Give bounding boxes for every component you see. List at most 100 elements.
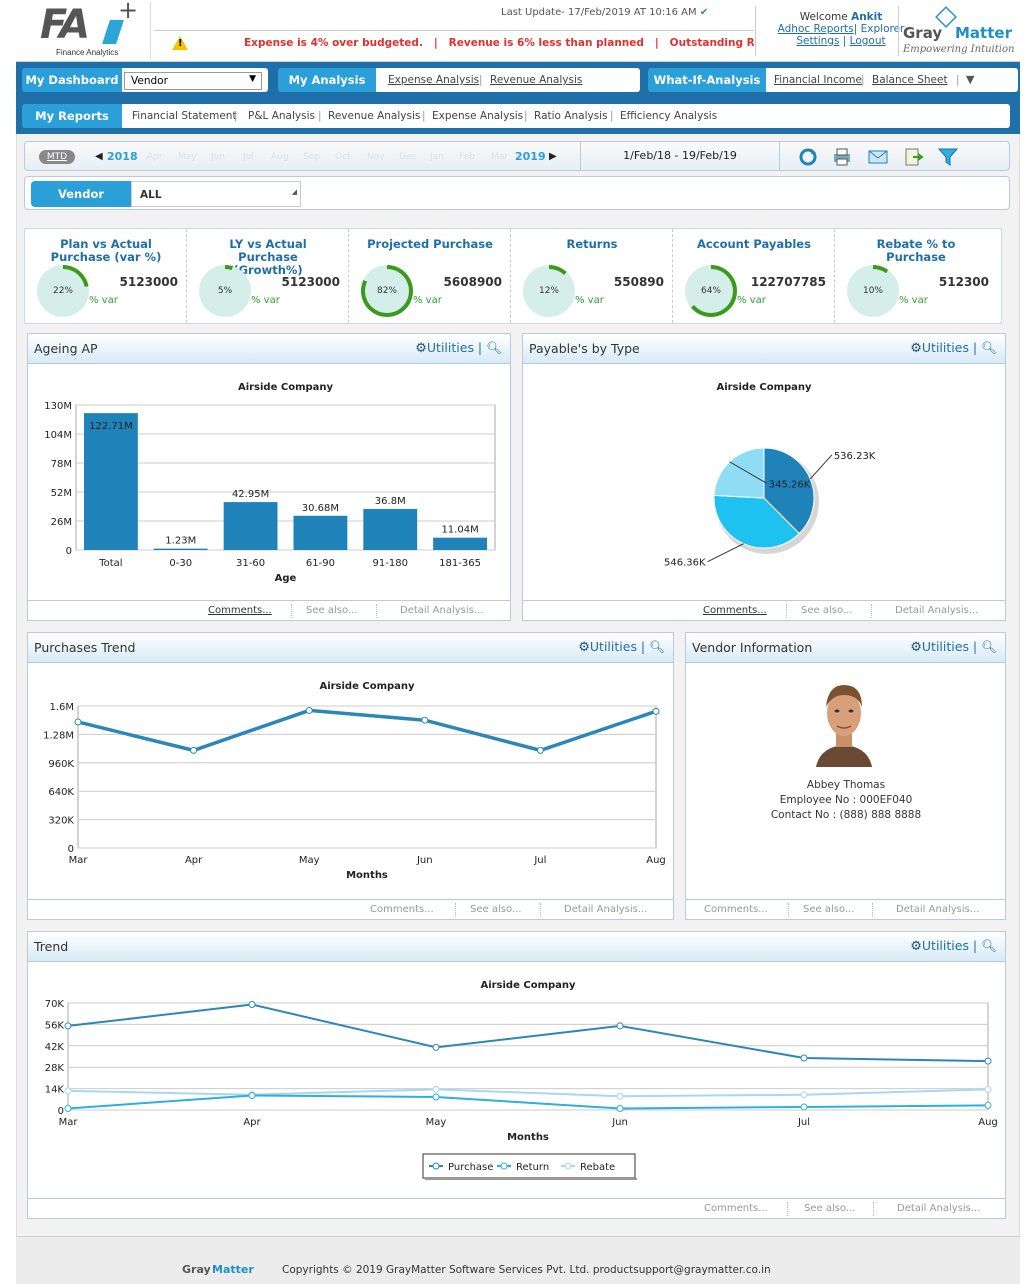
legend-marker <box>500 1162 508 1170</box>
kpi-percent: 10% <box>851 269 895 313</box>
comments-link[interactable]: Comments... <box>208 605 272 616</box>
my-analysis-button[interactable]: My Analysis <box>278 68 376 92</box>
utilities-button[interactable]: ⚙Utilities | 🔍︎ <box>578 639 665 655</box>
kpi-card[interactable]: Projected Purchase 82% 5608900% var <box>349 229 511 323</box>
month-feb[interactable]: Feb <box>459 152 475 162</box>
month-jan[interactable]: Jan <box>430 152 444 162</box>
utilities-button[interactable]: ⚙Utilities | 🔍︎ <box>910 938 997 954</box>
detail-analysis-link[interactable]: Detail Analysis... <box>897 1203 981 1214</box>
what-if-analysis-button[interactable]: What-If-Analysis <box>648 68 766 92</box>
next-year-icon[interactable]: ▶ <box>549 151 557 162</box>
financial-statement-link[interactable]: Financial Statement <box>132 110 237 122</box>
month-dec[interactable]: Dec <box>399 152 417 162</box>
alert-text: Expense is 4% over budgeted. | Revenue i… <box>244 37 754 49</box>
revenue-analysis-link[interactable]: Revenue Analysis <box>490 74 583 86</box>
fa-logo: FA + Finance Analytics <box>36 0 151 60</box>
separator: | <box>479 74 483 86</box>
utilities-button[interactable]: ⚙Utilities | 🔍︎ <box>415 340 502 356</box>
month-nov[interactable]: Nov <box>367 152 385 162</box>
kpi-card[interactable]: LY vs Actual Purchase (Growth%) 5% 5123000… <box>187 229 349 323</box>
year-start[interactable]: 2018 <box>107 150 138 163</box>
data-point <box>74 718 82 726</box>
settings-link[interactable]: Settings <box>796 35 840 47</box>
data-label: 11.04M <box>441 525 478 536</box>
prev-year-icon[interactable]: ◀ <box>95 151 103 162</box>
y-tick-label: 1.6M <box>49 702 74 713</box>
see-also-link[interactable]: See also... <box>306 605 358 616</box>
zoom-icon: 🔍︎ <box>981 340 997 355</box>
expense-analysis-link[interactable]: Expense Analysis <box>388 74 480 86</box>
bar <box>84 413 138 550</box>
filter-icon[interactable] <box>937 147 959 167</box>
vendor-filter-label[interactable]: Vendor <box>31 181 131 207</box>
month-jun[interactable]: Jun <box>211 152 226 162</box>
purchases-trend-panel: Purchases Trend ⚙Utilities | 🔍︎ Airside … <box>27 632 674 920</box>
print-icon[interactable] <box>831 147 853 167</box>
comments-link[interactable]: Comments... <box>370 904 434 915</box>
month-mar[interactable]: Mar <box>491 152 508 162</box>
kpi-gauge: 12% <box>523 265 575 317</box>
detail-analysis-link[interactable]: Detail Analysis... <box>895 605 979 616</box>
comments-link[interactable]: Comments... <box>704 1203 768 1214</box>
data-point <box>800 1054 808 1062</box>
expense-analysis-report-link[interactable]: Expense Analysis <box>432 110 524 122</box>
kpi-var-label: % var <box>899 295 928 306</box>
data-point <box>536 746 544 754</box>
y-tick-label: 56K <box>45 1020 65 1031</box>
divider <box>898 6 899 56</box>
kpi-percent: 22% <box>41 269 85 313</box>
financial-income-link[interactable]: Financial Income <box>774 74 862 86</box>
pl-analysis-link[interactable]: P&L Analysis <box>248 110 315 122</box>
gears-icon: ⚙ <box>578 640 590 655</box>
more-dropdown-icon[interactable]: ▼ <box>966 73 975 86</box>
ratio-analysis-link[interactable]: Ratio Analysis <box>534 110 608 122</box>
y-tick-label: 14K <box>45 1085 65 1096</box>
explorer-link[interactable]: Explorer <box>860 23 905 35</box>
utilities-button[interactable]: ⚙Utilities | 🔍︎ <box>910 340 997 356</box>
data-point <box>248 1001 256 1009</box>
vendor-filter-input[interactable]: ALL ◢ <box>131 181 301 207</box>
see-also-link[interactable]: See also... <box>803 904 855 915</box>
kpi-card[interactable]: Returns 12% 550890 % var <box>511 229 673 323</box>
month-aug[interactable]: Aug <box>271 152 289 162</box>
utilities-button[interactable]: ⚙Utilities | 🔍︎ <box>910 639 997 655</box>
month-apr[interactable]: Apr <box>147 152 163 162</box>
logo-subtitle: Finance Analytics <box>56 48 119 57</box>
month-may[interactable]: May <box>178 152 197 162</box>
see-also-link[interactable]: See also... <box>470 904 522 915</box>
data-point <box>64 1104 72 1112</box>
my-dashboard-button[interactable]: My Dashboard <box>22 68 122 92</box>
refresh-icon[interactable] <box>797 147 819 167</box>
revenue-analysis-report-link[interactable]: Revenue Analysis <box>328 110 421 122</box>
email-icon[interactable] <box>867 147 889 167</box>
plot-area <box>77 705 657 849</box>
series-line <box>77 708 657 753</box>
adhoc-reports-link[interactable]: Adhoc Reports <box>777 23 854 35</box>
legend-shadow <box>425 1178 637 1180</box>
month-sep[interactable]: Sep <box>303 152 320 162</box>
detail-analysis-link[interactable]: Detail Analysis... <box>896 904 980 915</box>
y-tick-label: 0 <box>58 1106 64 1117</box>
month-oct[interactable]: Oct <box>335 152 351 162</box>
kpi-card[interactable]: Plan vs Actual Purchase (var %) 22% 512300… <box>25 229 187 323</box>
my-reports-button[interactable]: My Reports <box>22 104 122 128</box>
detail-analysis-link[interactable]: Detail Analysis... <box>564 904 648 915</box>
year-end[interactable]: 2019 <box>515 150 546 163</box>
see-also-link[interactable]: See also... <box>804 1203 856 1214</box>
detail-analysis-link[interactable]: Detail Analysis... <box>400 605 484 616</box>
efficiency-analysis-link[interactable]: Efficiency Analysis <box>620 110 718 122</box>
dashboard-select[interactable]: Vendor ▼ <box>124 72 262 90</box>
y-tick-label: 26M <box>51 517 72 528</box>
balance-sheet-link[interactable]: Balance Sheet <box>872 74 948 86</box>
kpi-title: Rebate % to Purchase <box>876 237 956 264</box>
logout-link[interactable]: Logout <box>849 35 886 47</box>
comments-link[interactable]: Comments... <box>704 904 768 915</box>
export-icon[interactable] <box>903 147 925 167</box>
data-point <box>190 746 198 754</box>
see-also-link[interactable]: See also... <box>801 605 853 616</box>
mtd-toggle[interactable]: MTD <box>39 150 75 164</box>
month-jul[interactable]: Jul <box>243 152 254 162</box>
kpi-card[interactable]: Account Payables 64% 122707785 % var <box>673 229 835 323</box>
comments-link[interactable]: Comments... <box>703 605 767 616</box>
kpi-card[interactable]: Rebate % to Purchase 10% 512300 % var <box>835 229 997 323</box>
